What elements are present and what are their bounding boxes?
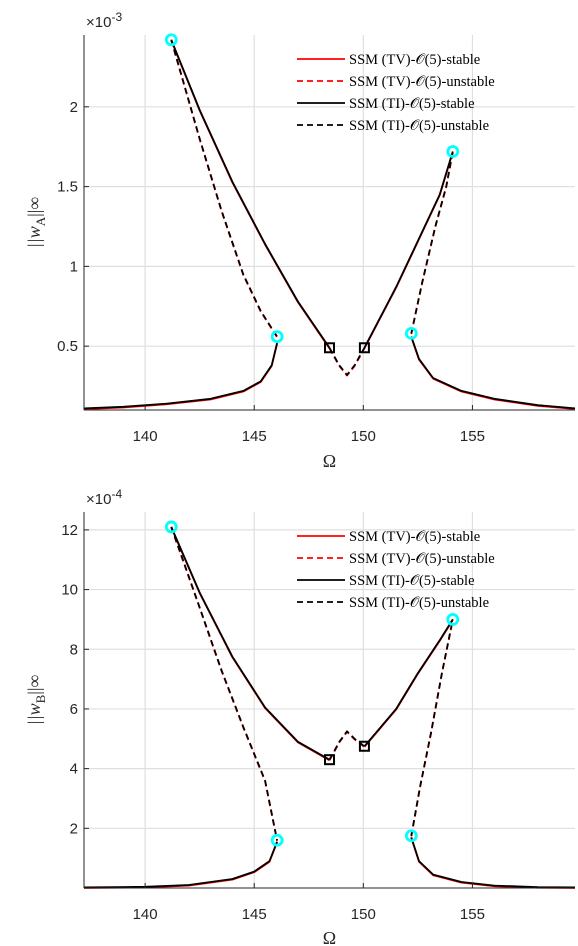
series-4-segment-2	[328, 730, 365, 761]
y-tick-label-2: 6	[70, 701, 78, 718]
series-3-segment-3	[363, 618, 454, 747]
legend-label-3: SSM (TI)-𝒪(5)-stable	[349, 573, 475, 589]
series-4-segment-3	[410, 151, 454, 334]
legend: SSM (TV)-𝒪(5)-stable SSM (TV)-𝒪(5)-unstab…	[297, 52, 495, 134]
y-axis-label: ||wB||∞	[24, 675, 48, 726]
y-exponent-label: ×10-3	[86, 10, 122, 31]
x-tick-label-1: 145	[242, 428, 267, 445]
series-4-segment-2	[328, 347, 366, 376]
legend-label-1: SSM (TV)-𝒪(5)-stable	[349, 52, 480, 68]
y-tick-label-0: 2	[70, 820, 78, 837]
legend-label-2: SSM (TV)-𝒪(5)-unstable	[349, 551, 495, 567]
series-4	[170, 39, 454, 376]
series-4-segment-1	[170, 526, 278, 841]
series-3-segment-1	[83, 342, 278, 410]
series-3	[83, 39, 576, 410]
x-tick-label-2: 150	[351, 906, 376, 923]
legend-label-3: SSM (TI)-𝒪(5)-stable	[349, 96, 475, 112]
plot-area	[84, 35, 575, 410]
y-tick-label-2: 1.5	[57, 179, 78, 196]
circle-marker-2	[270, 833, 284, 847]
circle-marker-1	[164, 520, 178, 534]
circle-marker-4	[446, 613, 460, 626]
x-tick-label-0: 140	[133, 428, 158, 445]
y-tick-label-0: 0.5	[57, 338, 78, 355]
circle-marker-3	[404, 829, 418, 843]
series-3-segment-2	[170, 39, 331, 349]
legend-label-2: SSM (TV)-𝒪(5)-unstable	[349, 74, 495, 90]
chart-2: 140 145 150 155 2 4 6 8 10 12 ×10-4 Ω ||wB||∞ SSM (TV…	[24, 487, 576, 946]
plot-area	[84, 512, 575, 888]
legend-label-4: SSM (TI)-𝒪(5)-unstable	[349, 595, 489, 611]
legend-label-1: SSM (TV)-𝒪(5)-stable	[349, 529, 480, 545]
series-3-segment-2	[170, 526, 330, 761]
y-axis-label: ||wA||∞	[24, 197, 48, 249]
y-tick-label-3: 8	[70, 641, 78, 658]
series-4-segment-1	[170, 39, 278, 338]
series-3-segment-3	[363, 151, 454, 349]
legend-label-4: SSM (TI)-𝒪(5)-unstable	[349, 118, 489, 134]
legend: SSM (TV)-𝒪(5)-stable SSM (TV)-𝒪(5)-unstab…	[297, 529, 495, 611]
x-tick-label-3: 155	[460, 906, 485, 923]
x-tick-label-1: 145	[242, 906, 267, 923]
y-tick-label-1: 4	[70, 761, 78, 778]
chart-1: 140 145 150 155 0.5 1 1.5 2 ×10-3 Ω ||wA||∞ SSM (TV…	[24, 10, 576, 471]
square-marker-2	[358, 342, 370, 354]
circle-marker-1	[164, 33, 178, 47]
series-4-segment-3	[410, 619, 454, 836]
series-3-segment-4	[410, 837, 576, 889]
series-4	[170, 526, 454, 841]
circle-marker-4	[446, 145, 460, 158]
x-tick-label-0: 140	[133, 906, 158, 923]
x-axis-label: Ω	[323, 928, 336, 946]
y-tick-label-4: 10	[61, 582, 78, 599]
y-exponent-label: ×10-4	[86, 487, 122, 508]
circle-marker-2	[270, 330, 284, 343]
x-tick-label-3: 155	[460, 428, 485, 445]
square-marker-1	[324, 342, 335, 354]
circle-marker-3	[404, 327, 418, 340]
square-marker-1	[324, 754, 335, 766]
y-tick-label-1: 1	[70, 258, 78, 275]
x-tick-label-2: 150	[351, 428, 376, 445]
series-3-segment-4	[410, 336, 576, 410]
y-tick-label-3: 2	[70, 99, 78, 116]
square-marker-2	[358, 740, 370, 752]
y-tick-label-5: 12	[61, 522, 78, 539]
x-axis-label: Ω	[323, 451, 336, 471]
